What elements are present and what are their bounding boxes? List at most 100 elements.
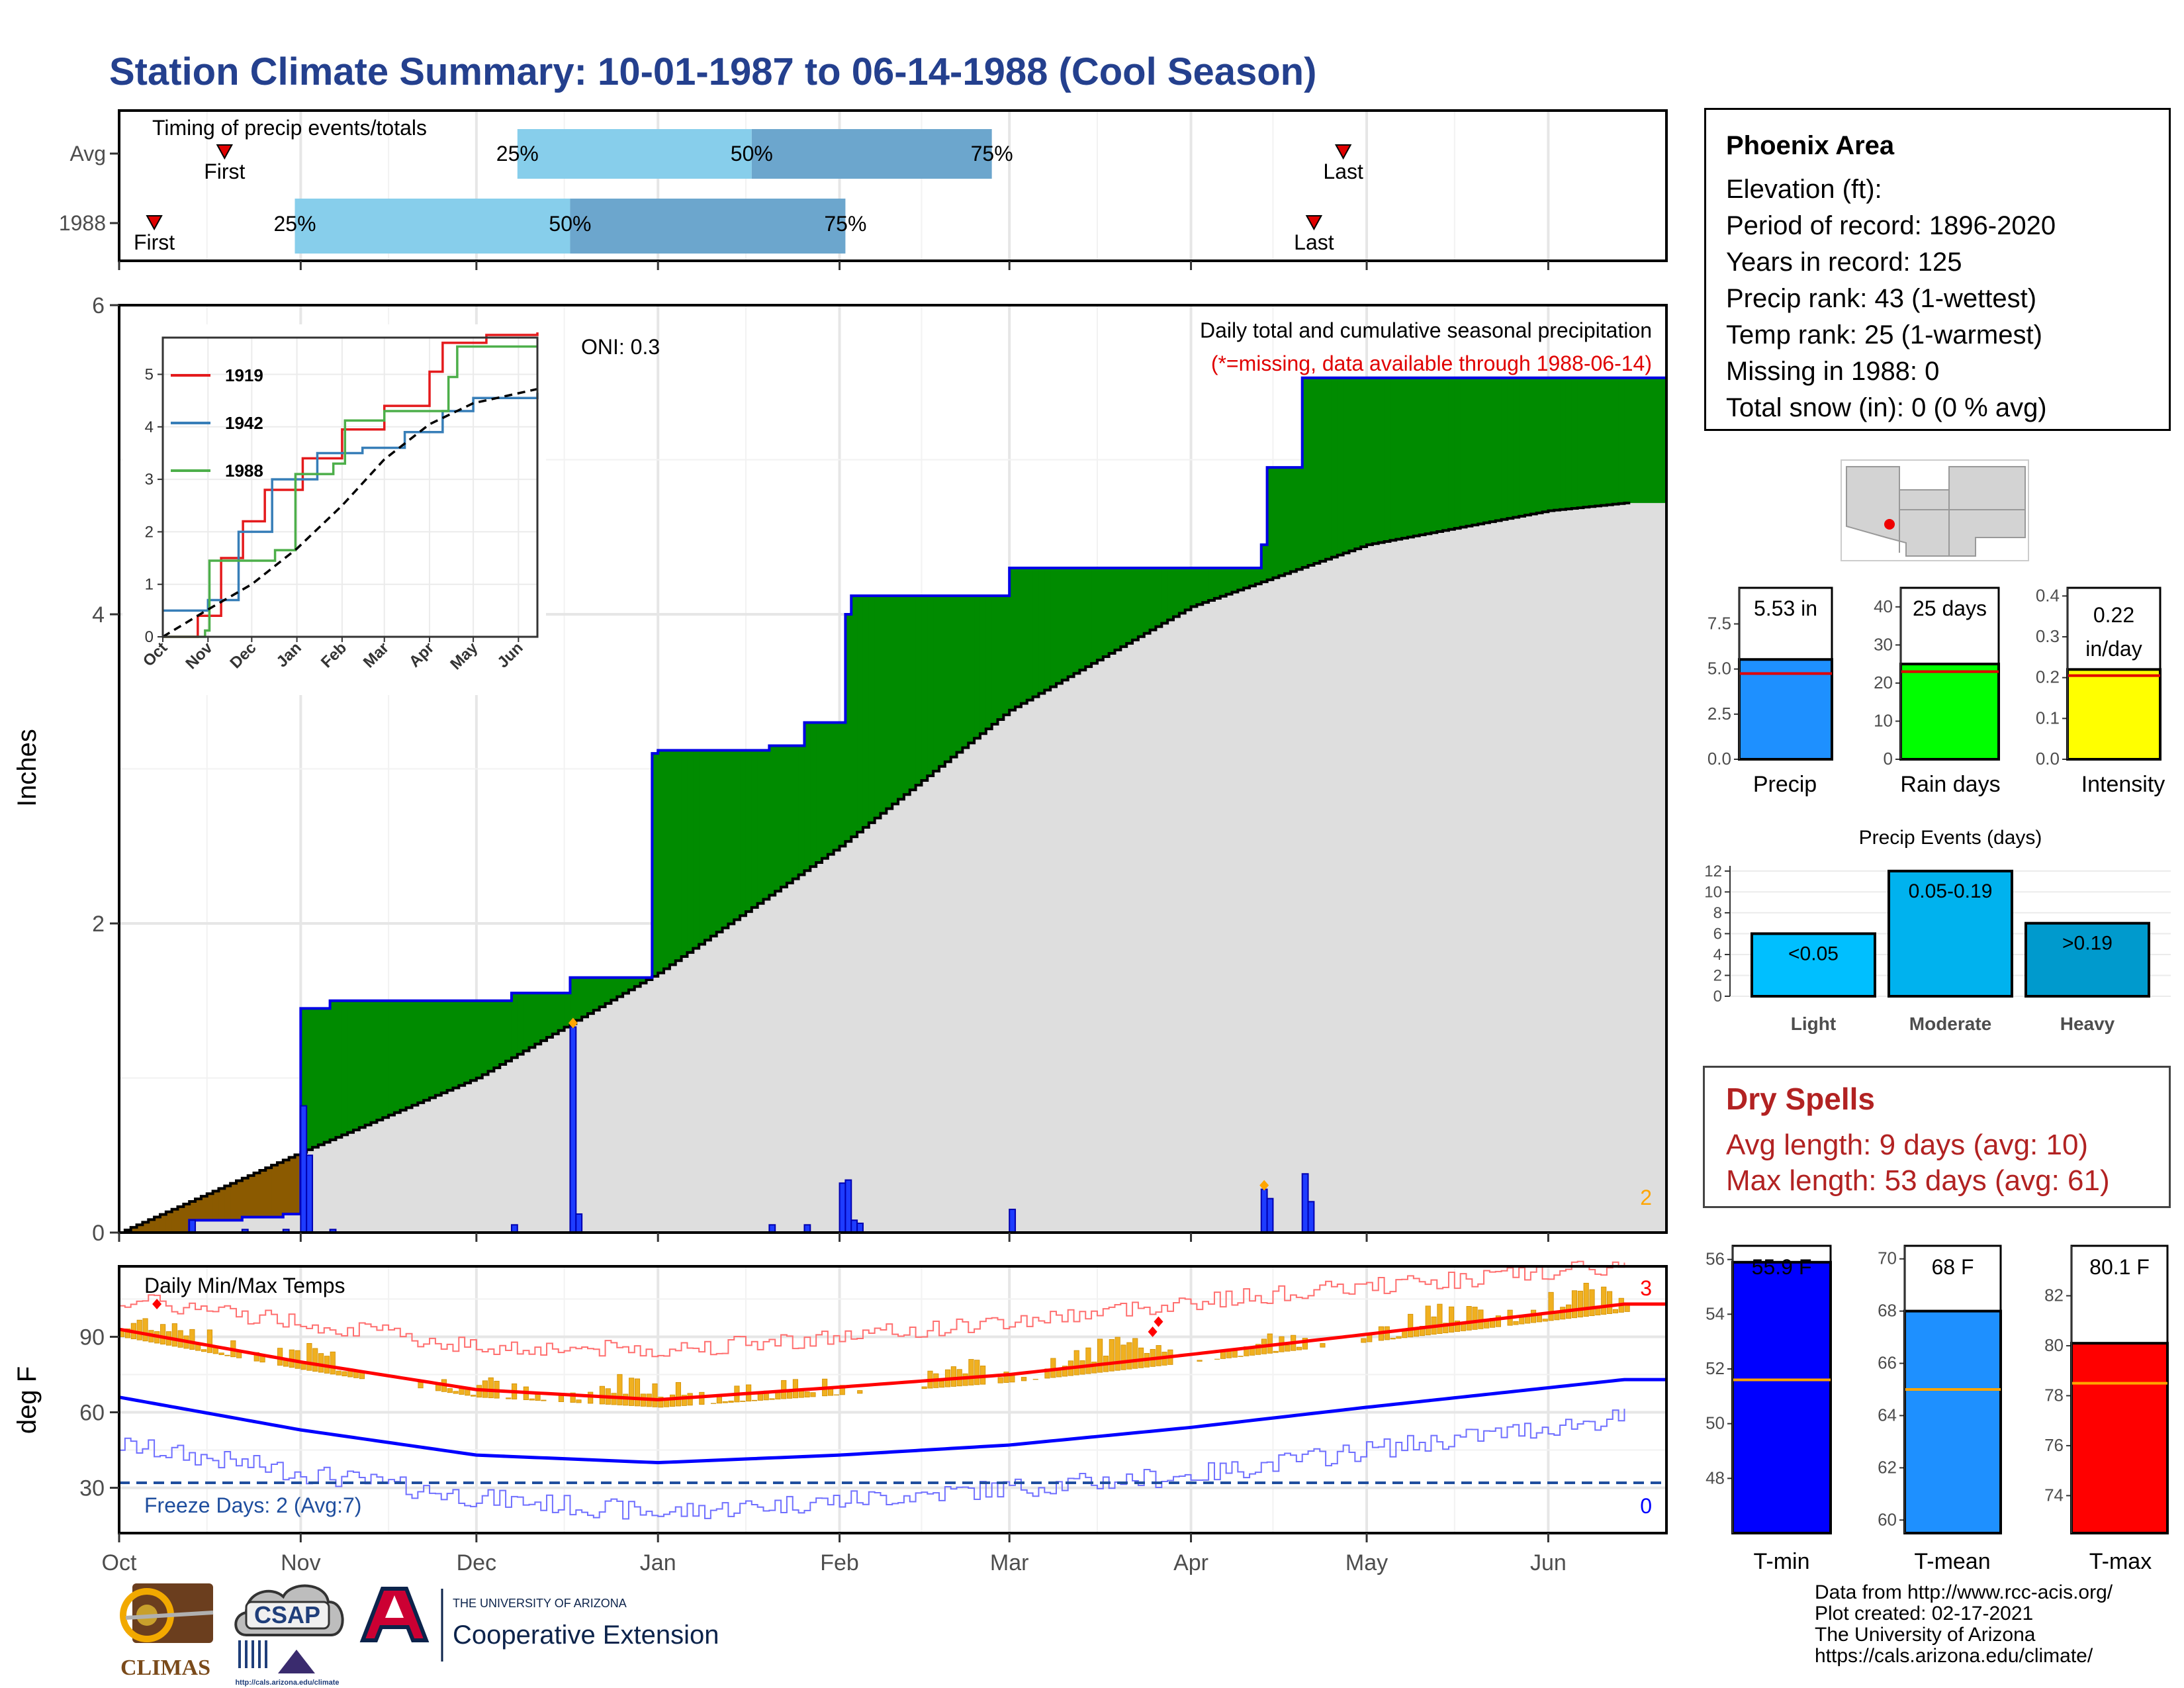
daily-temp-bar [1466,1306,1472,1331]
precip-y-tick-label: 2 [92,912,105,937]
precip-surplus-segment [728,750,735,924]
precip-surplus-segment [564,993,571,1027]
precip-surplus-segment [1583,377,1590,508]
precip-deficit-segment [142,1222,149,1233]
precip-surplus-segment [1396,377,1402,539]
station-elevation: Elevation (ft): [1726,175,1882,204]
precip-events-category-label: Light [1791,1013,1836,1034]
dry-spells-avg: Avg length: 9 days (avg: 10) [1726,1129,2089,1161]
daily-temp-bar [136,1319,142,1340]
precip-surplus-segment [558,993,565,1031]
daily-temp-bar [652,1383,658,1407]
chart-title: Station Climate Summary: 10-01-1987 to 0… [109,50,1316,93]
precip-surplus-segment [1138,567,1145,637]
mini-bar-tick-label: 0.1 [2036,708,2060,727]
daily-temp-bar [1425,1305,1431,1336]
precip-events-tick-label: 0 [1713,988,1722,1006]
mini-bar-value-text: 5.53 in [1754,596,1817,620]
precip-deficit-segment [201,1196,208,1221]
precip-extreme-marker [1259,1180,1269,1191]
precip-surplus-segment [1126,567,1133,643]
mini-bar-tick-label: 10 [1874,710,1893,730]
daily-precip-bar [1009,1208,1017,1233]
daily-precip-bar [575,1213,583,1233]
ua-logo-extension: Cooperative Extension [453,1620,719,1650]
precip-surplus-segment [763,750,770,900]
precip-surplus-segment [985,595,993,729]
precip-surplus-segment [1250,567,1256,586]
temp-bar-tick-label: 80 [2044,1335,2064,1355]
timing-avg-25-50-bar [517,129,752,179]
precip-surplus-segment [541,993,547,1041]
temp-bar-tick-label: 74 [2044,1485,2064,1505]
precip-surplus-segment [979,595,987,734]
precip-surplus-segment [1062,567,1069,680]
precip-surplus-segment [658,750,664,973]
precip-surplus-segment [1361,377,1367,547]
precip-surplus-segment [693,750,700,949]
daily-temp-bar [687,1393,693,1406]
daily-temp-bar [224,1354,230,1356]
precip-surplus-segment [1536,377,1543,513]
precip-panel-border [118,304,1668,1234]
daily-temp-bar [1097,1338,1103,1373]
precip-surplus-segment [517,993,524,1055]
timing-panel-border [118,109,1668,262]
precip-y-tick-label: 6 [92,293,105,318]
daily-temp-bar [1408,1313,1414,1338]
precip-surplus-segment [494,1000,500,1068]
daily-temp-bar [1443,1323,1449,1333]
daily-temp-bar [418,1382,424,1389]
precip-surplus-segment [1079,567,1086,671]
precip-surplus-segment [465,1000,471,1083]
daily-temp-bar [1390,1338,1396,1340]
precip-events-title: Precip Events (days) [1859,827,2042,849]
daily-temp-bar [1320,1343,1326,1348]
precip-surplus-segment [1226,567,1233,594]
precip-surplus-segment [909,595,917,790]
precip-surplus-segment [915,595,923,786]
credit-line-created: Plot created: 02-17-2021 [1815,1603,2034,1624]
csap-logo: CSAP http://cals.arizona.edu/climate [234,1584,344,1687]
precip-surplus-segment [1073,567,1080,674]
mini-bar-tick-label: 20 [1874,673,1893,692]
precip-surplus-segment [699,750,705,945]
logos: CLIMAS CSAP http://cals.arizona.edu/climat… [120,1583,719,1687]
precip-surplus-segment [1448,377,1455,530]
precip-surplus-segment [471,1000,477,1081]
precip-surplus-segment [459,1000,465,1086]
daily-temp-bar [857,1390,863,1394]
precip-deficit-segment [283,1160,290,1214]
temp-y-tick-label: 90 [79,1325,105,1350]
mini-bar-value-text: 25 days [1913,596,1987,620]
temp-bar-tmax: 74 76 78 80 82 80.1 F T-max [2044,1244,2169,1574]
precip-surplus-segment [652,753,659,976]
month-label: Dec [457,1550,496,1575]
timing-1988-p25: 25% [273,212,316,236]
precip-surplus-segment [1337,377,1344,555]
precip-surplus-segment [1484,377,1490,523]
precip-surplus-segment [822,722,829,859]
daily-temp-bar [1232,1350,1238,1358]
precip-deficit-segment [253,1172,260,1217]
daily-temp-bar [1073,1350,1079,1376]
precip-surplus-segment [734,750,741,920]
ua-logo-a-counter [385,1595,404,1618]
credit-line-data: Data from http://www.rcc-acis.org/ [1815,1581,2113,1603]
precip-events-tick-label: 10 [1704,883,1722,901]
daily-temp-bar [1109,1338,1115,1372]
daily-temp-bar [488,1377,494,1399]
record-low-line [119,1409,1625,1520]
precip-events-bar [2025,921,2150,998]
daily-temp-bar [506,1397,512,1399]
precip-surplus-segment [1384,377,1391,541]
precip-surplus-segment [927,595,934,776]
precip-surplus-segment [827,722,835,855]
temp-y-tick-label: 60 [79,1401,105,1426]
daily-temp-bar [312,1348,318,1372]
temp-bar-tick-label: 82 [2044,1285,2064,1305]
precip-deficit-segment [242,1178,249,1217]
temp-bar-fill [1903,1309,2002,1534]
mini-bar-tick-label: 0.2 [2036,667,2060,687]
daily-precip-bar [189,1219,197,1233]
